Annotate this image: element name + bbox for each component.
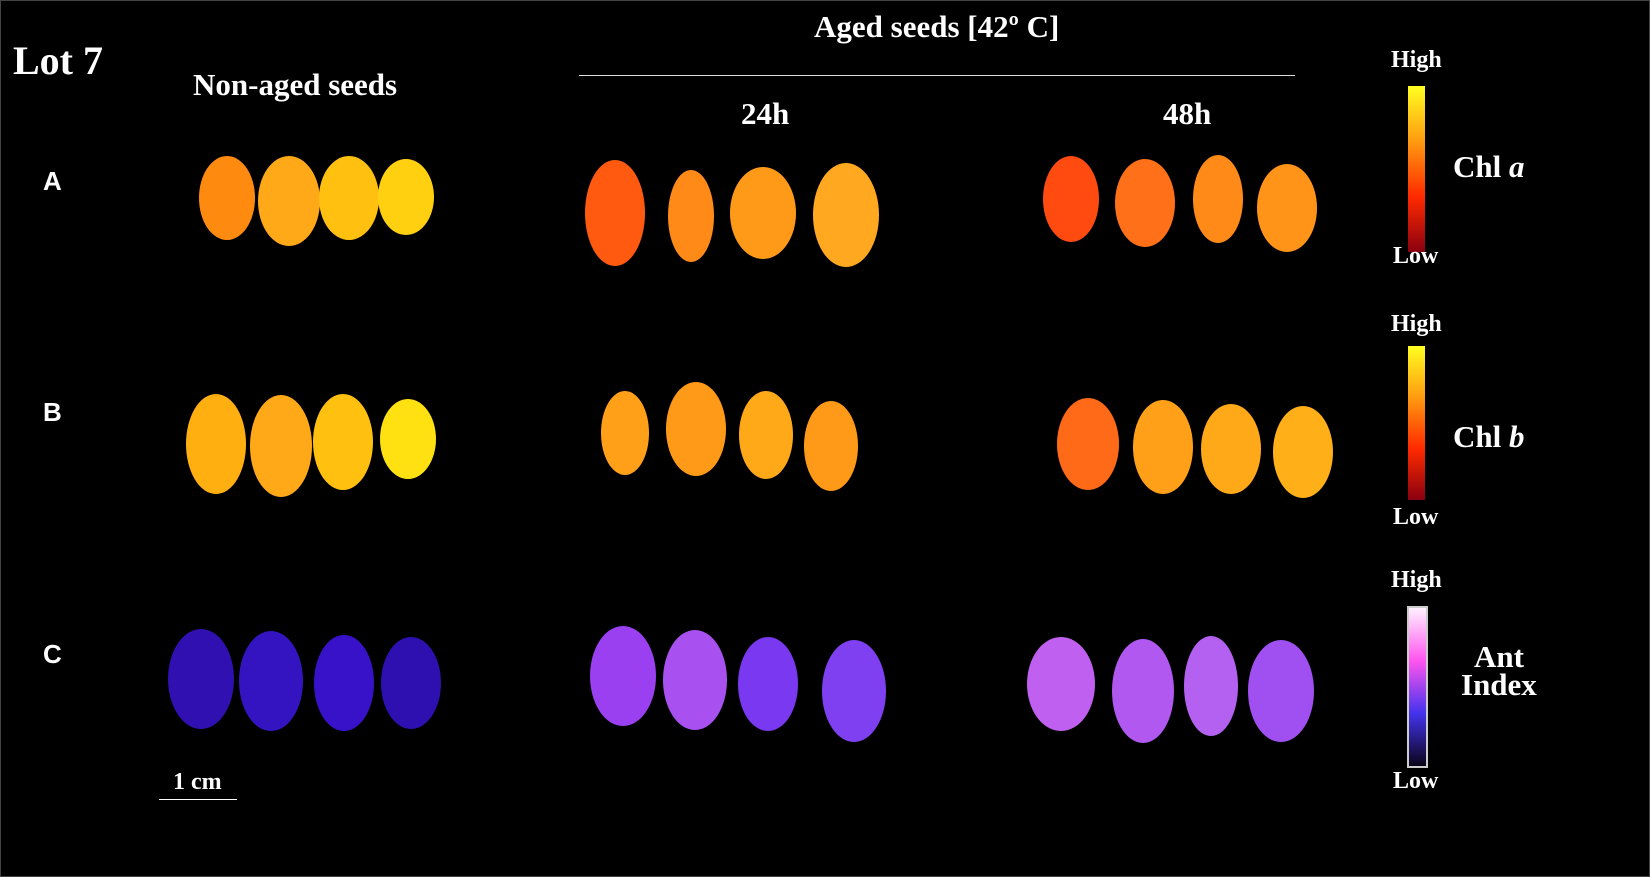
seed — [239, 631, 303, 731]
seed — [381, 637, 441, 729]
colorbar-chl-a — [1408, 86, 1425, 252]
seed — [738, 637, 798, 731]
seed — [739, 391, 793, 479]
seed — [199, 156, 255, 240]
seed — [666, 382, 726, 476]
column-24h: 24h — [741, 96, 790, 131]
seed — [1257, 164, 1317, 252]
column-aged-header: Aged seeds [42º C] — [814, 9, 1060, 44]
seed — [1248, 640, 1314, 742]
colorbar-c-label: Ant — [1474, 639, 1524, 674]
seed — [585, 160, 645, 266]
seed — [168, 629, 234, 729]
seed — [1133, 400, 1193, 494]
column-non-aged: Non-aged seeds — [193, 67, 398, 102]
seed — [380, 399, 436, 479]
seed — [319, 156, 379, 240]
seed — [1027, 637, 1095, 731]
seed — [804, 401, 858, 491]
colorbar-b-high: High — [1391, 311, 1442, 337]
seed — [1273, 406, 1333, 498]
colorbar-chl-b — [1408, 346, 1425, 500]
colorbar-a-low: Low — [1393, 243, 1439, 269]
seed — [1201, 404, 1261, 494]
seed — [1184, 636, 1238, 736]
colorbar-b-label: Chl b — [1453, 419, 1525, 454]
seed — [668, 170, 714, 262]
seed — [250, 395, 312, 497]
colorbar-ant-index — [1407, 606, 1428, 768]
seed — [1112, 639, 1174, 743]
scale-bar — [159, 799, 237, 800]
aged-header-rule — [579, 75, 1295, 76]
seed — [813, 163, 879, 267]
seed — [1043, 156, 1099, 242]
colorbar-c-label-2: Index — [1461, 667, 1537, 702]
row-label-a: A — [43, 166, 62, 196]
seed — [730, 167, 796, 259]
seed — [1115, 159, 1175, 247]
seed — [822, 640, 886, 742]
seed — [258, 156, 320, 246]
seed — [601, 391, 649, 475]
row-label-c: C — [43, 639, 62, 669]
seed — [663, 630, 727, 730]
colorbar-c-low: Low — [1393, 768, 1439, 794]
seed — [590, 626, 656, 726]
lot-label: Lot 7 — [13, 38, 103, 83]
row-label-b: B — [43, 397, 62, 427]
seed — [314, 635, 374, 731]
seed — [378, 159, 434, 235]
seed — [313, 394, 373, 490]
seed — [186, 394, 246, 494]
scale-bar-label: 1 cm — [173, 769, 222, 795]
colorbar-a-label: Chl a — [1453, 149, 1525, 184]
colorbar-c-high: High — [1391, 567, 1442, 593]
colorbar-a-high: High — [1391, 47, 1442, 73]
seed — [1193, 155, 1243, 243]
colorbar-b-low: Low — [1393, 504, 1439, 530]
seed — [1057, 398, 1119, 490]
column-48h: 48h — [1163, 96, 1212, 131]
